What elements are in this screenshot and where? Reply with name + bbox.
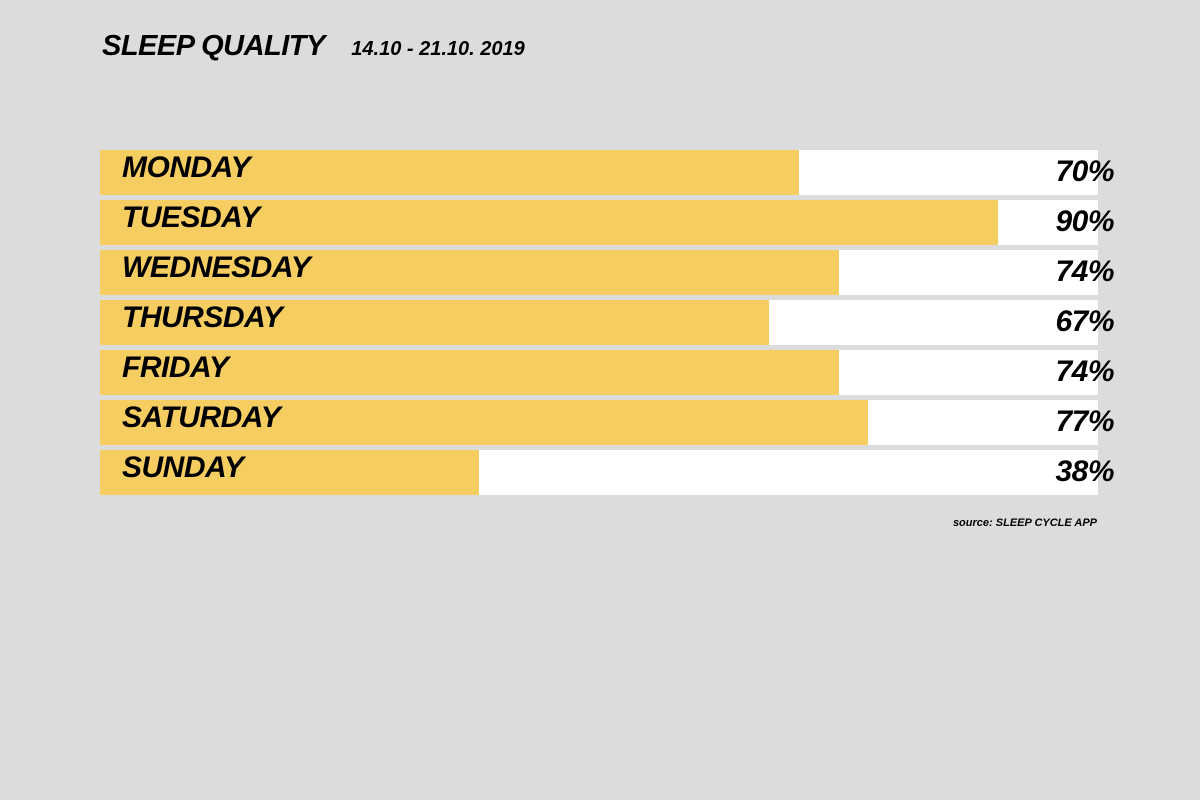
bar-monday [100, 150, 799, 195]
bar-value-monday: 70% [1055, 155, 1114, 188]
bar-friday [100, 350, 839, 395]
bar-tuesday [100, 200, 999, 245]
bar-saturday [100, 400, 869, 445]
bar-wednesday [100, 250, 839, 295]
bar-label-tuesday: TUESDAY [122, 201, 260, 234]
bar-chart: MONDAY 70% TUESDAY 90% WEDNESDAY 74% THURSDAY 6… [100, 150, 1114, 500]
bar-row-tuesday: TUESDAY 90% [100, 200, 1114, 245]
bar-label-monday: MONDAY [122, 151, 251, 184]
bar-sunday [100, 450, 480, 495]
bar-label-saturday: SATURDAY [122, 401, 281, 434]
bar-row-thursday: THURSDAY 67% [100, 300, 1114, 345]
bar-value-thursday: 67% [1055, 305, 1114, 338]
bar-value-tuesday: 90% [1055, 205, 1114, 238]
bar-row-saturday: SATURDAY 77% [100, 400, 1114, 445]
bar-row-sunday: SUNDAY 38% [100, 450, 1114, 495]
chart-date-range: 14.10 - 21.10. 2019 [351, 38, 525, 60]
bar-row-monday: MONDAY 70% [100, 150, 1114, 195]
bar-value-wednesday: 74% [1055, 255, 1114, 288]
source-note: source: SLEEP CYCLE APP [952, 517, 1097, 529]
bar-thursday [100, 300, 769, 345]
bar-value-saturday: 77% [1055, 405, 1114, 438]
bar-label-wednesday: WEDNESDAY [122, 251, 311, 284]
bar-label-sunday: SUNDAY [122, 451, 244, 484]
bar-row-friday: FRIDAY 74% [100, 350, 1114, 395]
bar-label-friday: FRIDAY [122, 351, 229, 384]
chart-header: SLEEP QUALITY 14.10 - 21.10. 2019 [102, 30, 525, 63]
bar-value-friday: 74% [1055, 355, 1114, 388]
chart-title: SLEEP QUALITY [102, 30, 325, 62]
bar-label-thursday: THURSDAY [122, 301, 283, 334]
bar-row-wednesday: WEDNESDAY 74% [100, 250, 1114, 295]
bar-value-sunday: 38% [1055, 455, 1114, 488]
